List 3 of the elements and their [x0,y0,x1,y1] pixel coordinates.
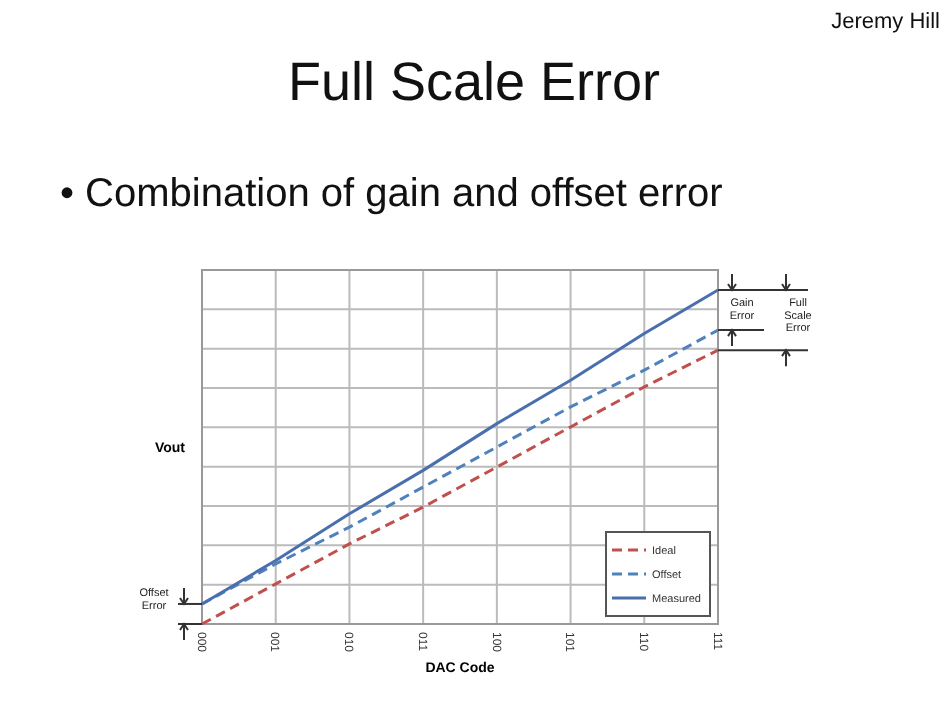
chart-title: Full Scale Error [287,52,661,112]
text: Jeremy Hill [831,10,940,34]
chart-subtitle: • Combination of gain and offset error [60,172,724,216]
